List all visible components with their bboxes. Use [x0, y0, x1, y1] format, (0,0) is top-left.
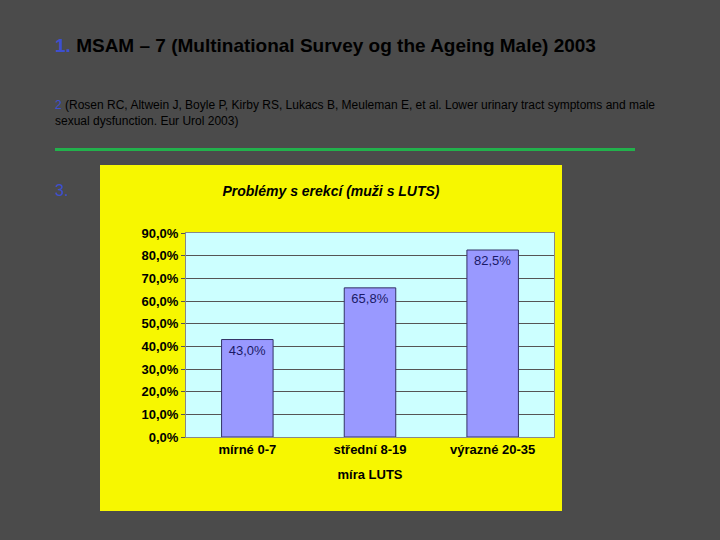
svg-text:65,8%: 65,8%	[351, 291, 388, 306]
html-text:3.: 3.	[55, 182, 69, 199]
svg-text:0,0%: 0,0%	[149, 430, 179, 445]
svg-text:90,0%: 90,0%	[142, 226, 179, 241]
svg-text:70,0%: 70,0%	[142, 271, 179, 286]
svg-text:střední 8-19: střední 8-19	[334, 442, 407, 457]
svg-text:82,5%: 82,5%	[474, 253, 511, 268]
html-text:1. MSAM – 7 (Multinational Sur: 1. MSAM – 7 (Multinational Survey og the…	[55, 35, 596, 56]
svg-text:výrazné 20-35: výrazné 20-35	[450, 442, 535, 457]
html-text:2 (Rosen RC, Altwein J, Boyle: 2 (Rosen RC, Altwein J, Boyle P, Kirby R…	[55, 98, 655, 128]
svg-text:20,0%: 20,0%	[142, 384, 179, 399]
svg-text:50,0%: 50,0%	[142, 316, 179, 331]
svg-text:Problémy s erekcí (muži s LUTS: Problémy s erekcí (muži s LUTS)	[222, 183, 439, 199]
svg-text:mírné 0-7: mírné 0-7	[218, 442, 276, 457]
svg-text:40,0%: 40,0%	[142, 339, 179, 354]
svg-text:10,0%: 10,0%	[142, 407, 179, 422]
svg-text:60,0%: 60,0%	[142, 294, 179, 309]
svg-text:míra LUTS: míra LUTS	[337, 467, 402, 482]
svg-text:30,0%: 30,0%	[142, 362, 179, 377]
svg-text:43,0%: 43,0%	[229, 343, 266, 358]
svg-text:80,0%: 80,0%	[142, 248, 179, 263]
